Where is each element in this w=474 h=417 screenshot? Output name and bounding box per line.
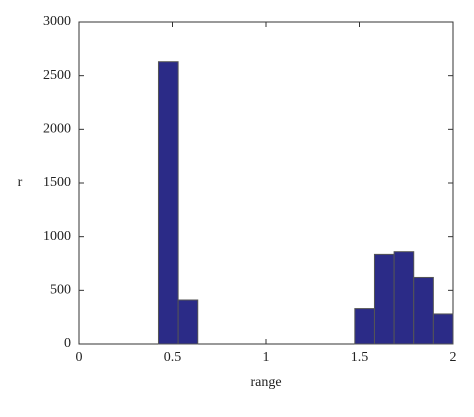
y-tick-label: 3000 [43,14,71,29]
x-tick-label: 1 [263,350,270,365]
bar [177,299,199,345]
y-tick-label: 1000 [43,229,71,244]
x-tick-label: 2 [450,350,457,365]
y-tick-label: 0 [64,336,71,351]
bar [373,253,395,345]
bar [157,61,179,345]
x-tick-label: 0 [76,350,83,365]
y-tick-label: 2500 [43,68,71,83]
x-tick-label: 0.5 [164,350,182,365]
bar [393,251,415,345]
x-tick-label: 1.5 [351,350,369,365]
bar [413,276,434,345]
y-tick-label: 2000 [43,122,71,137]
bar [432,313,454,345]
y-axis-label: r [18,175,23,190]
y-tick-label: 1500 [43,175,71,190]
bar [354,308,375,345]
y-tick-label: 500 [50,283,71,298]
x-axis-label: range [250,375,281,390]
